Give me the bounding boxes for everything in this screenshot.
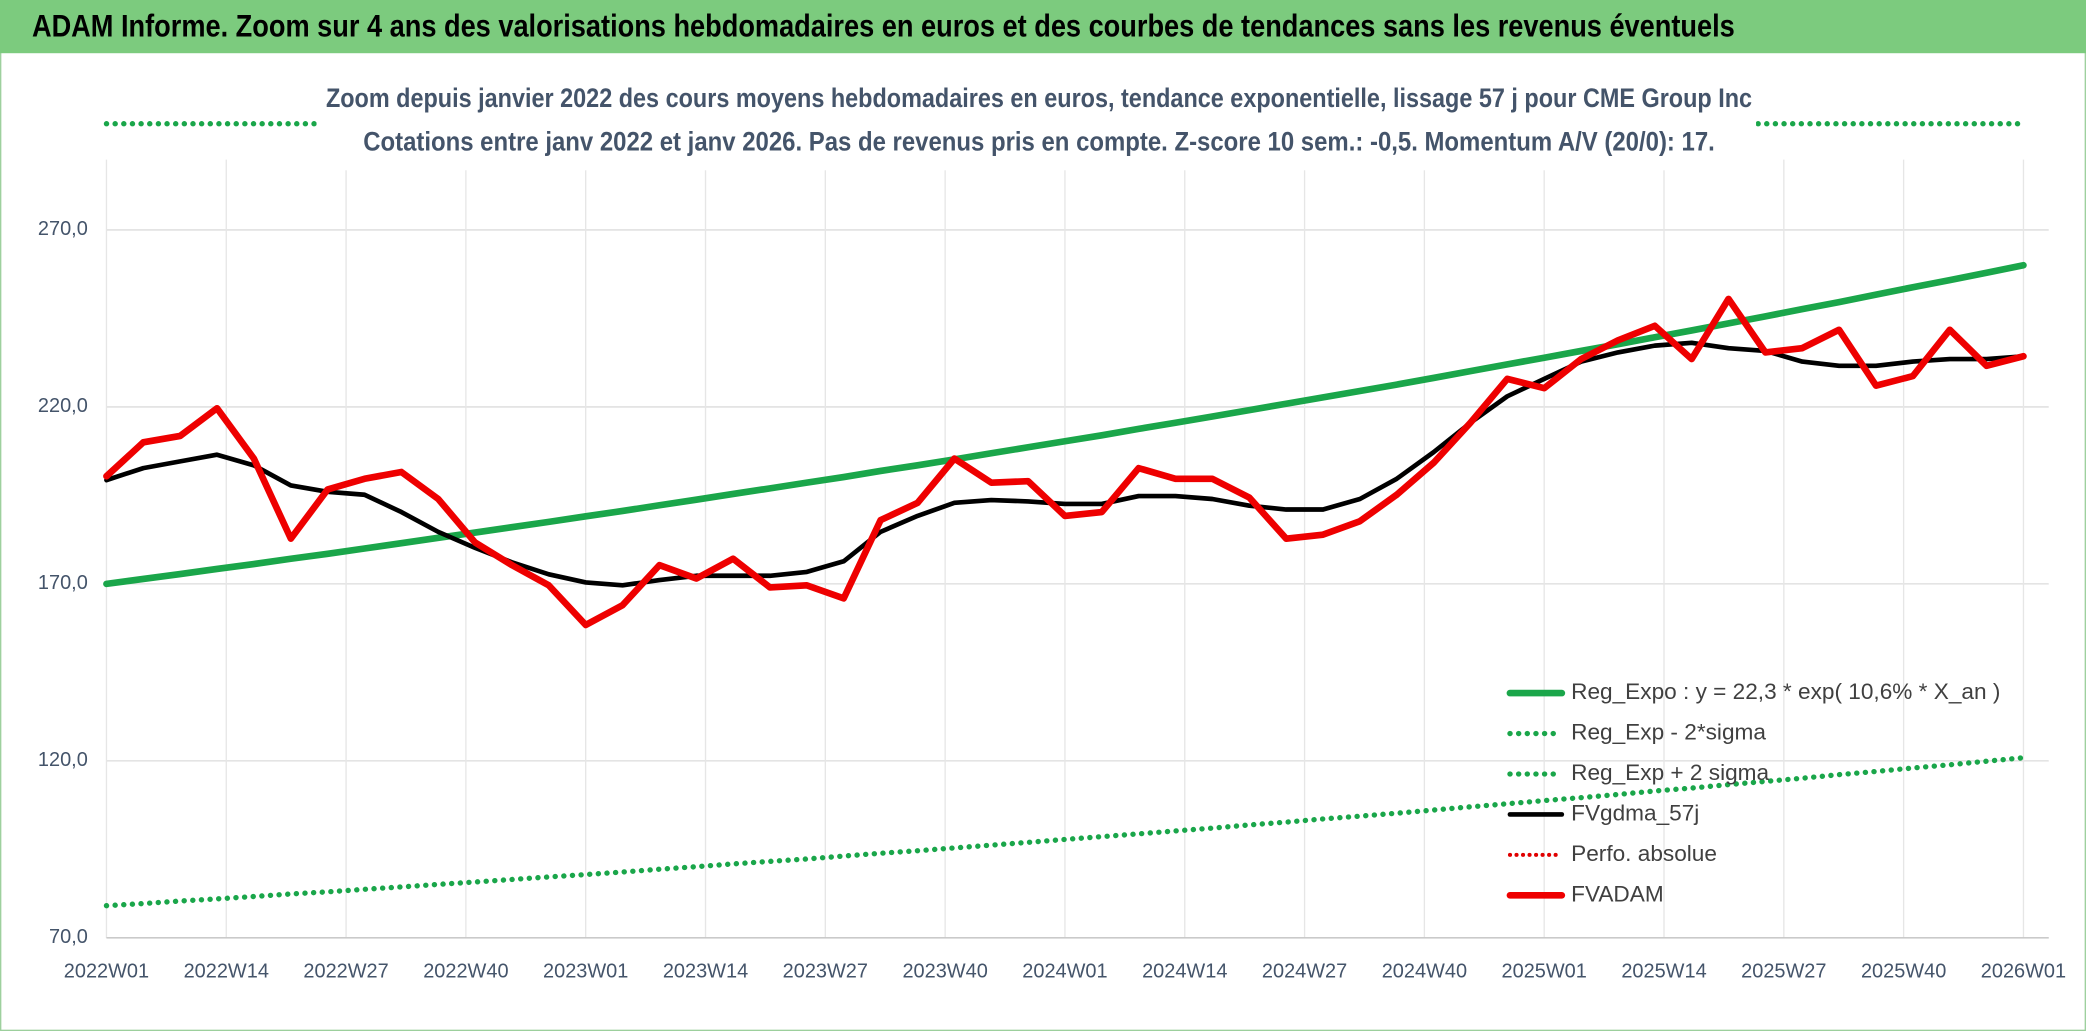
- y-tick-label: 220,0: [38, 395, 88, 417]
- series-line: [103, 261, 2027, 588]
- legend-label: Perfo. absolue: [1571, 841, 1717, 866]
- legend: Reg_Expo : y = 22,3 * exp( 10,6% * X_an …: [1506, 679, 2000, 906]
- x-tick-label: 2025W27: [1741, 961, 1826, 983]
- subtitle: Zoom depuis janvier 2022 des cours moyen…: [326, 83, 1752, 113]
- x-tick-label: 2022W01: [64, 961, 149, 983]
- x-tick-label: 2023W27: [783, 961, 868, 983]
- plot-area: 70,0 120,0 170,0 220,0 270,0 2022W01 2022W14 20…: [38, 121, 2066, 983]
- x-tick-label: 2025W01: [1502, 961, 1587, 983]
- x-tick-label: 2025W40: [1861, 961, 1946, 983]
- subtitle-background: [316, 77, 1757, 171]
- series-line: [103, 295, 2027, 629]
- chart-title: ADAM Informe. Zoom sur 4 ans des valoris…: [32, 7, 1735, 43]
- series-line: [103, 755, 2027, 909]
- title-banner: [0, 0, 2086, 54]
- x-tick-label: 2026W01: [1981, 961, 2066, 983]
- y-tick-label: 70,0: [49, 926, 88, 948]
- x-tick-label: 2023W40: [902, 961, 987, 983]
- x-tick-label: 2022W27: [303, 961, 388, 983]
- legend-label: Reg_Exp + 2 sigma: [1571, 760, 1769, 785]
- legend-label: Reg_Exp - 2*sigma: [1571, 720, 1766, 745]
- x-tick-label: 2025W14: [1621, 961, 1706, 983]
- y-tick-label: 170,0: [38, 572, 88, 594]
- y-tick-label: 270,0: [38, 218, 88, 240]
- legend-label: Reg_Expo : y = 22,3 * exp( 10,6% * X_an …: [1571, 679, 2000, 704]
- legend-label: FVgdma_57j: [1571, 800, 1699, 825]
- x-tick-label: 2023W01: [543, 961, 628, 983]
- x-tick-label: 2024W27: [1262, 961, 1347, 983]
- x-tick-label: 2024W01: [1022, 961, 1107, 983]
- x-tick-label: 2023W14: [663, 961, 748, 983]
- subtitle: Cotations entre janv 2022 et janv 2026. …: [363, 127, 1715, 157]
- y-tick-label: 120,0: [38, 749, 88, 771]
- x-tick-label: 2024W40: [1382, 961, 1467, 983]
- x-tick-label: 2024W14: [1142, 961, 1227, 983]
- x-tick-label: 2022W14: [184, 961, 269, 983]
- legend-label: FVADAM: [1571, 881, 1664, 906]
- x-tick-label: 2022W40: [423, 961, 508, 983]
